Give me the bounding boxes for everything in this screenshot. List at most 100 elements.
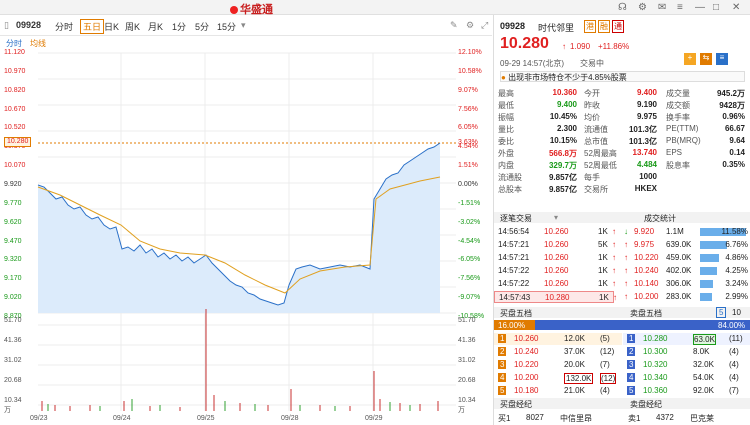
up-arrow-icon: ↑ xyxy=(624,292,628,301)
tab-five-day[interactable]: 五日 xyxy=(80,19,105,34)
tab-intraday[interactable]: 分时 xyxy=(55,22,74,32)
stat-label: 流通股 xyxy=(498,173,522,182)
subtab-average[interactable]: 均线 xyxy=(30,39,46,48)
menu-icon[interactable]: ≡ xyxy=(716,53,728,65)
chevron-down-icon[interactable]: ▾ xyxy=(241,20,246,30)
ask-cell: (4) xyxy=(729,373,739,382)
maximize-icon[interactable]: □ xyxy=(713,2,720,13)
volume-axis-label: 万 xyxy=(458,407,465,414)
pct-axis-label: 10.58% xyxy=(458,67,482,75)
tab-15min[interactable]: 15分 xyxy=(217,22,237,32)
bid-level[interactable]: 2 10.240 37.0K (12) xyxy=(494,346,622,358)
bid-cell: (5) xyxy=(600,334,610,343)
stat-pct: 11.58% xyxy=(721,227,748,236)
trade-row: 14:57:22 10.260 1K ↑ xyxy=(494,265,750,277)
stats-title[interactable]: 成交统计 xyxy=(644,214,676,223)
stat-price: 10.240 xyxy=(634,266,659,275)
stat-row: ↑ 10.220 459.0K 4.86% xyxy=(494,252,750,264)
stat-label: 成交量 xyxy=(666,89,690,98)
ask-level[interactable]: 4 10.340 54.0K (4) xyxy=(623,372,750,384)
up-arrow-icon: ↑ xyxy=(612,253,616,262)
volume-axis-label: 万 xyxy=(4,407,11,414)
mail-icon[interactable]: ✉ xyxy=(658,2,667,13)
minimize-icon[interactable]: — xyxy=(695,2,705,13)
stat-pct: 2.99% xyxy=(725,292,748,301)
pct-axis-label: 1.51% xyxy=(458,162,478,170)
trade-row: 14:57:22 10.260 1K ↑ xyxy=(494,278,750,290)
trade-row: 14:57:21 10.260 5K ↑ xyxy=(494,239,750,251)
depth-10-toggle[interactable]: 10 xyxy=(732,308,741,317)
up-arrow-icon: ↑ xyxy=(612,266,616,275)
pct-axis-label: -6.05% xyxy=(458,256,481,264)
ask-level[interactable]: 2 10.300 8.0K (4) xyxy=(623,346,750,358)
menu-icon[interactable]: ≡ xyxy=(677,2,683,13)
volume-axis-label: 41.36 xyxy=(4,337,22,344)
sidebar-toggle-icon[interactable]: ▯ xyxy=(4,20,9,30)
stat-value: 10.15% xyxy=(549,136,577,145)
add-icon[interactable]: + xyxy=(684,53,696,65)
pct-axis-label: 0.00% xyxy=(458,180,478,188)
stat-bar xyxy=(700,241,728,249)
stat-label: EPS xyxy=(666,148,683,157)
tab-weekly-k[interactable]: 周K xyxy=(125,22,141,32)
bid-cell: 2 xyxy=(498,347,507,356)
broker-bid-name[interactable]: 中信里昂 xyxy=(560,414,592,423)
ask-cell: 10.360 xyxy=(643,386,668,395)
stat-value: 10.360 xyxy=(552,88,577,97)
draw-tool-icon[interactable]: ✎ xyxy=(450,20,458,30)
pct-axis-label: 12.10% xyxy=(458,49,482,56)
tab-daily-k[interactable]: 日K xyxy=(104,22,120,32)
tab-1min[interactable]: 1分 xyxy=(172,22,187,32)
bid-cell: 12.0K xyxy=(564,334,585,343)
volume-axis-label: 31.02 xyxy=(458,357,476,364)
price-value: 10.280 xyxy=(500,35,549,52)
trade-cell: 1K xyxy=(599,293,609,302)
stat-label: 今开 xyxy=(584,89,600,98)
volume-axis-label: 31.02 xyxy=(4,357,22,364)
gear-icon[interactable]: ⚙ xyxy=(638,2,647,13)
bid-level[interactable]: 1 10.260 12.0K (5) xyxy=(494,333,622,345)
settings-icon[interactable]: ⚙ xyxy=(466,20,475,30)
price-axis-label: 10.970 xyxy=(4,67,26,75)
ask-level[interactable]: 5 10.360 92.0K (7) xyxy=(623,385,750,397)
ask-cell: 2 xyxy=(627,347,636,356)
stat-pct: 4.25% xyxy=(725,266,748,275)
trade-cell: 1K xyxy=(598,227,608,236)
chevron-down-icon[interactable]: ▾ xyxy=(554,213,559,222)
pct-axis-label: -7.56% xyxy=(458,275,481,283)
broker-ask-name[interactable]: 巴克莱 xyxy=(690,414,714,423)
date-label: 09/23 xyxy=(30,415,48,422)
tag-icon[interactable]: 港 xyxy=(584,20,596,33)
price-axis-label: 9.320 xyxy=(4,256,22,264)
up-arrow-icon: ↑ xyxy=(612,227,616,236)
headset-icon[interactable]: ☊ xyxy=(618,2,627,13)
depth-5-toggle[interactable]: 5 xyxy=(716,307,727,318)
pct-axis-label: -4.54% xyxy=(458,237,481,245)
ask-level[interactable]: 1 10.280 63.0K (11) xyxy=(623,333,750,345)
notice-bar[interactable]: ● 出现非市场特仓不少于4.85%股票 xyxy=(500,71,745,82)
trade-row: 14:57:21 10.260 1K ↑ xyxy=(494,252,750,264)
ask-level[interactable]: 3 10.320 32.0K (4) xyxy=(623,359,750,371)
stat-label: 外盘 xyxy=(498,149,514,158)
stat-label: 量比 xyxy=(498,125,514,134)
tag-icon[interactable]: 通 xyxy=(612,20,624,33)
price-chart[interactable]: 11.120 12.10% 10.970 10.58% 10.820 9.07% 10.67… xyxy=(0,49,492,425)
bid-level[interactable]: 3 10.220 20.0K (7) xyxy=(494,359,622,371)
tab-monthly-k[interactable]: 月K xyxy=(148,22,164,32)
chart-subtabs: 分时 均线 xyxy=(0,37,492,49)
expand-icon[interactable]: ⤢ xyxy=(481,20,489,30)
trades-title[interactable]: 逐笔交易 xyxy=(500,214,532,223)
bid-level[interactable]: 5 10.180 21.0K (4) xyxy=(494,385,622,397)
subtab-timeline[interactable]: 分时 xyxy=(6,39,22,48)
trade-cell: 14:57:21 xyxy=(498,253,530,262)
price-axis-label: 10.670 xyxy=(4,105,26,113)
trade-cell: 5K xyxy=(598,240,608,249)
trade-cell: 10.260 xyxy=(544,240,569,249)
volume-axis-label: 20.68 xyxy=(4,377,22,384)
tag-icon[interactable]: 融 xyxy=(598,20,610,33)
close-icon[interactable]: ✕ xyxy=(732,2,741,13)
bid-level[interactable]: 4 10.200 132.0K (12) xyxy=(494,372,622,384)
tab-5min[interactable]: 5分 xyxy=(195,22,210,32)
trade-icon[interactable]: ⇆ xyxy=(700,53,712,65)
ask-cell: 1 xyxy=(627,334,636,343)
